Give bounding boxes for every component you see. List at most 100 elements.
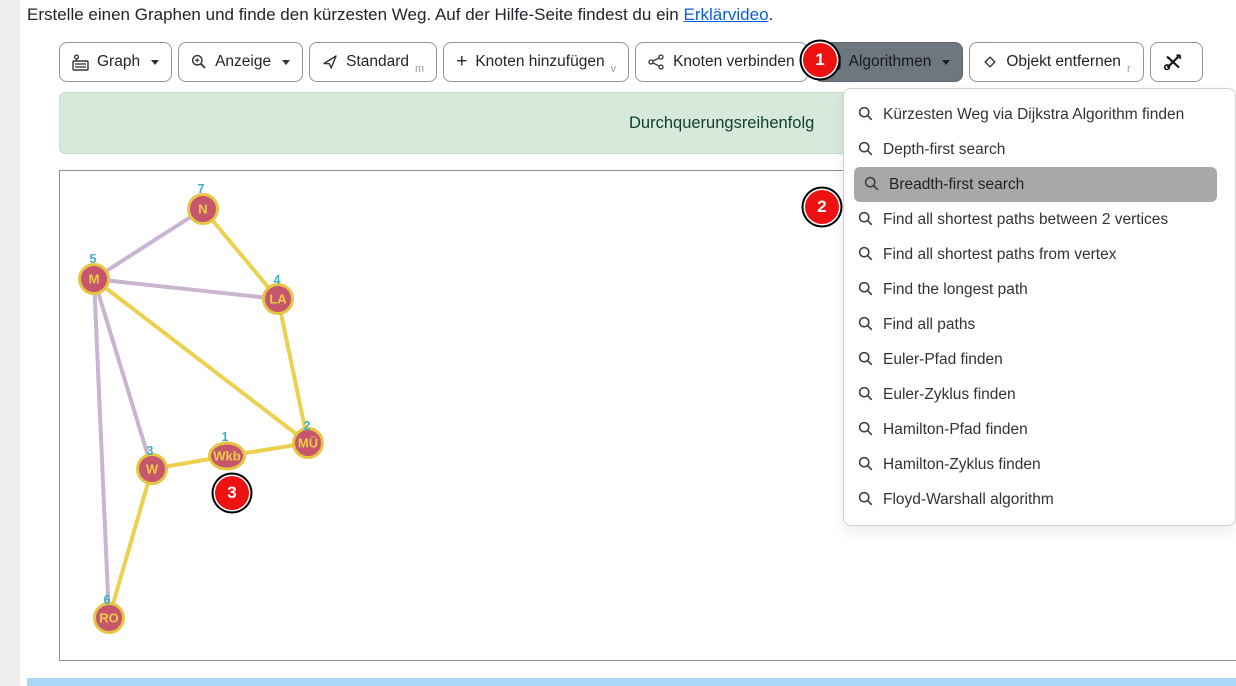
search-icon <box>858 421 873 436</box>
algorithm-menu-item-label: Depth-first search <box>883 141 1006 158</box>
graph-edge[interactable] <box>93 277 279 301</box>
search-icon <box>858 351 873 366</box>
anzeige-menu-button[interactable]: Anzeige <box>178 42 304 82</box>
algorithm-menu-item[interactable]: Depth-first search <box>844 132 1235 167</box>
graph-menu-button[interactable]: Graph <box>59 42 173 82</box>
add-node-button[interactable]: + Knoten hinzufügen v <box>443 42 630 82</box>
algorithm-menu-item[interactable]: Hamilton-Zyklus finden <box>844 447 1235 482</box>
cursor-arrow-icon <box>323 55 337 69</box>
remove-object-button[interactable]: Objekt entfernen r <box>969 42 1144 82</box>
zoom-in-icon <box>191 54 206 69</box>
tools-button[interactable] <box>1149 42 1203 82</box>
shortcut-hint: r <box>1126 63 1131 75</box>
algorithm-menu-item[interactable]: Find all shortest paths between 2 vertic… <box>844 202 1235 237</box>
shortcut-hint: v <box>610 63 617 75</box>
algorithm-menu-item-label: Find all shortest paths between 2 vertic… <box>883 211 1169 228</box>
algorithm-menu-item[interactable]: Find all shortest paths from vertex <box>844 237 1235 272</box>
page-left-gutter <box>0 0 20 686</box>
graph-node[interactable] <box>78 263 110 295</box>
graph-edge[interactable] <box>276 298 310 444</box>
graph-node-weight: 1 <box>222 430 229 444</box>
connect-nodes-button[interactable]: Knoten verbinden <box>635 42 808 82</box>
tools-icon <box>1163 54 1181 71</box>
algorithm-menu-item-label: Hamilton-Zyklus finden <box>883 456 1041 473</box>
instructions-suffix: . <box>768 5 774 24</box>
algorithm-menu-item-label: Floyd-Warshall algorithm <box>883 491 1054 508</box>
remove-object-label: Objekt entfernen <box>1006 53 1121 70</box>
search-icon <box>858 281 873 296</box>
search-icon <box>858 316 873 331</box>
graph-node-label: MÜ <box>298 436 318 451</box>
graph-node-weight: 5 <box>90 252 97 266</box>
annotation-badge-2: 2 <box>805 190 839 224</box>
graph-node-label: M <box>89 272 100 287</box>
search-icon <box>858 491 873 506</box>
algorithm-menu-item-label: Hamilton-Pfad finden <box>883 421 1028 438</box>
graph-edge[interactable] <box>92 278 154 470</box>
help-video-link[interactable]: Erklärvideo <box>683 5 769 24</box>
graph-edge[interactable] <box>201 207 280 301</box>
algorithm-menu-item[interactable]: Floyd-Warshall algorithm <box>844 482 1235 517</box>
algorithm-menu-item-label: Find all shortest paths from vertex <box>883 246 1117 263</box>
chevron-down-icon <box>282 59 291 65</box>
share-icon <box>648 54 664 70</box>
add-node-label: Knoten hinzufügen <box>475 53 605 70</box>
graph-node-weight: 7 <box>198 182 205 196</box>
graph-edge[interactable] <box>92 207 205 281</box>
algorithm-menu-item-label: Find all paths <box>883 316 976 333</box>
page-instructions: Erstelle einen Graphen und finde den kür… <box>27 3 773 27</box>
search-icon <box>858 246 873 261</box>
chevron-down-icon <box>942 59 951 65</box>
chevron-down-icon <box>151 59 160 65</box>
graph-node[interactable] <box>208 441 246 471</box>
graph-node[interactable] <box>93 602 125 634</box>
graph-node[interactable] <box>187 193 219 225</box>
graph-svg: N 7 M 5 LA 4 MÜ 2 Wkb 1 W 3 RO 6 <box>78 182 324 634</box>
graph-node-label: RO <box>99 611 119 626</box>
graph-node[interactable] <box>262 283 294 315</box>
graph-node[interactable] <box>136 453 168 485</box>
algorithm-menu-item[interactable]: Find the longest path <box>844 272 1235 307</box>
search-icon <box>858 211 873 226</box>
algorithm-menu-item[interactable]: Kürzesten Weg via Dijkstra Algorithm fin… <box>844 97 1202 132</box>
search-icon <box>858 386 873 401</box>
algorithm-menu-item-label: Breadth-first search <box>889 176 1025 193</box>
algorithm-menu-item[interactable]: Euler-Pfad finden <box>844 342 1235 377</box>
algorithms-menu-label: Algorithmen <box>848 53 932 70</box>
graph-card-icon <box>72 53 89 71</box>
algorithms-dropdown: Kürzesten Weg via Dijkstra Algorithm fin… <box>843 88 1236 526</box>
algorithm-menu-item-label: Kürzesten Weg via Dijkstra Algorithm fin… <box>883 106 1185 123</box>
graph-node-weight: 6 <box>104 593 111 607</box>
diamond-icon <box>984 56 997 68</box>
graph-menu-label: Graph <box>97 53 141 70</box>
graph-node-label: N <box>198 202 207 217</box>
shortcut-hint: m <box>415 63 425 75</box>
graph-edge[interactable] <box>92 278 111 619</box>
graph-node-weight: 2 <box>304 419 311 433</box>
search-icon <box>864 176 879 191</box>
anzeige-menu-label: Anzeige <box>215 53 272 70</box>
algorithm-menu-item[interactable]: Euler-Zyklus finden <box>844 377 1235 412</box>
graph-node-label: Wkb <box>213 449 241 464</box>
plus-icon: + <box>456 50 468 72</box>
traversal-order-text: Durchquerungsreihenfolg <box>629 114 815 132</box>
algorithm-menu-item-label: Euler-Pfad finden <box>883 351 1003 368</box>
algorithm-menu-item-label: Find the longest path <box>883 281 1028 298</box>
search-icon <box>858 141 873 156</box>
algorithm-menu-item[interactable]: Breadth-first search <box>854 167 1217 202</box>
graph-node-weight: 3 <box>147 444 154 458</box>
instructions-text: Erstelle einen Graphen und finde den kür… <box>27 5 684 24</box>
standard-mode-label: Standard <box>346 53 410 70</box>
bottom-blue-bar <box>27 678 1236 686</box>
graph-edge[interactable] <box>107 468 154 619</box>
algorithm-menu-item[interactable]: Hamilton-Pfad finden <box>844 412 1235 447</box>
graph-node-weight: 4 <box>274 273 281 287</box>
annotation-badge-1: 1 <box>803 43 837 77</box>
algorithms-menu-button[interactable]: Algorithmen <box>813 42 964 82</box>
graph-node[interactable] <box>292 427 324 459</box>
graph-edge[interactable] <box>92 277 310 445</box>
graph-node-label: W <box>146 462 159 477</box>
algorithm-menu-item[interactable]: Find all paths <box>844 307 1235 342</box>
standard-mode-button[interactable]: Standard m <box>309 42 438 82</box>
algorithm-menu-item-label: Euler-Zyklus finden <box>883 386 1016 403</box>
